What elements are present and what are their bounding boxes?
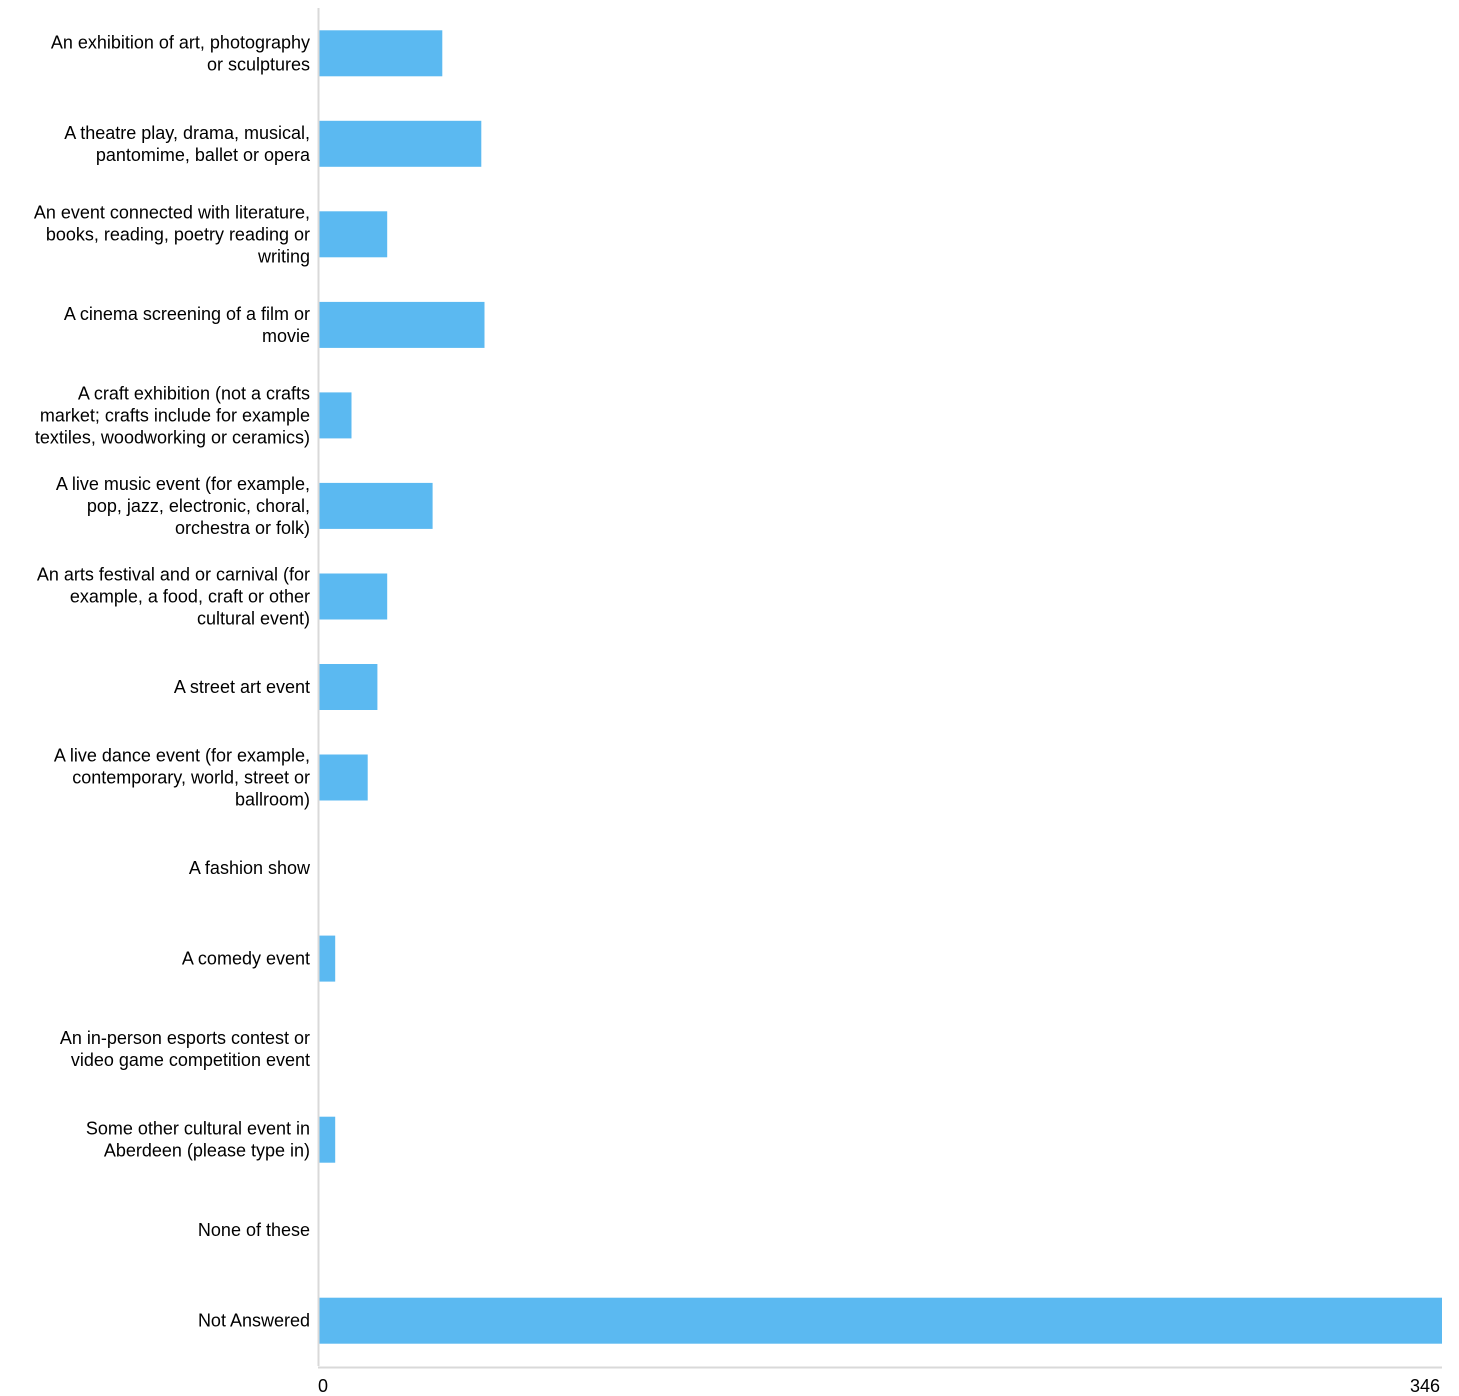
category-label-line: textiles, woodworking or ceramics): [35, 427, 310, 447]
bar-4: [319, 301, 485, 348]
bar-1: [319, 30, 443, 77]
category-label-13: Some other cultural event in Aberdeen (pl…: [86, 1119, 310, 1161]
category-label-11: A comedy event: [182, 949, 310, 969]
category-label-14: None of these: [198, 1220, 310, 1240]
category-label-line: orchestra or folk): [175, 518, 310, 538]
category-label-7: An arts festival and or carnival (for exa…: [37, 565, 310, 629]
bar-3: [319, 211, 388, 258]
category-label-line: Not Answered: [198, 1311, 310, 1331]
x-tick-label-min: 0: [318, 1376, 328, 1396]
category-label-3: An event connected with literature, books…: [34, 202, 310, 266]
category-label-8: A street art event: [174, 677, 310, 697]
bar-15: [319, 1297, 1442, 1344]
category-label-9: A live dance event (for example, contempo…: [54, 746, 310, 810]
category-label-line: contemporary, world, street or: [72, 768, 310, 788]
bar-9: [319, 754, 368, 801]
category-labels: An exhibition of art, photography or scul…: [34, 32, 311, 1330]
category-label-6: A live music event (for example, pop, jaz…: [56, 474, 310, 538]
category-label-line: A craft exhibition (not a crafts: [78, 383, 310, 403]
category-label-line: market; crafts include for example: [40, 405, 310, 425]
category-label-4: A cinema screening of a film or movie: [64, 304, 310, 346]
category-label-line: A street art event: [174, 677, 310, 697]
category-label-1: An exhibition of art, photography or scul…: [51, 32, 310, 74]
category-label-10: A fashion show: [189, 858, 311, 878]
category-label-line: books, reading, poetry reading or: [46, 224, 310, 244]
category-label-line: A live dance event (for example,: [54, 746, 310, 766]
bar-13: [319, 1116, 336, 1163]
category-label-line: or sculptures: [207, 54, 310, 74]
bar-6: [319, 482, 433, 529]
category-label-15: Not Answered: [198, 1311, 310, 1331]
category-label-line: A cinema screening of a film or: [64, 304, 310, 324]
category-label-line: An exhibition of art, photography: [51, 32, 310, 52]
category-label-line: example, a food, craft or other: [70, 587, 310, 607]
category-label-12: An in-person esports contest or video gam…: [60, 1028, 310, 1070]
category-label-line: ballroom): [235, 790, 310, 810]
bar-8: [319, 664, 378, 710]
category-label-line: pop, jazz, electronic, choral,: [87, 496, 310, 516]
category-label-line: pantomime, ballet or opera: [96, 145, 311, 165]
category-label-line: An in-person esports contest or: [60, 1028, 310, 1048]
category-label-line: None of these: [198, 1220, 310, 1240]
category-label-line: A theatre play, drama, musical,: [64, 123, 310, 143]
category-label-line: A comedy event: [182, 949, 310, 969]
category-label-line: video game competition event: [71, 1050, 310, 1070]
bar-2: [319, 120, 482, 167]
category-label-line: An arts festival and or carnival (for: [37, 565, 310, 585]
category-label-line: An event connected with literature,: [34, 202, 310, 222]
category-label-5: A craft exhibition (not a crafts market; …: [35, 383, 310, 447]
category-label-line: A fashion show: [189, 858, 311, 878]
x-tick-label-max: 346: [1410, 1376, 1440, 1396]
category-label-line: cultural event): [197, 609, 310, 629]
category-label-2: A theatre play, drama, musical, pantomime…: [64, 123, 311, 165]
category-label-line: A live music event (for example,: [56, 474, 310, 494]
category-label-line: writing: [257, 246, 310, 266]
bar-5: [319, 392, 352, 439]
bars: [319, 30, 1442, 1344]
bar-7: [319, 573, 388, 620]
category-label-line: Some other cultural event in: [86, 1119, 310, 1139]
category-label-line: Aberdeen (please type in): [104, 1141, 310, 1161]
bar-11: [319, 935, 336, 982]
category-label-line: movie: [262, 326, 310, 346]
